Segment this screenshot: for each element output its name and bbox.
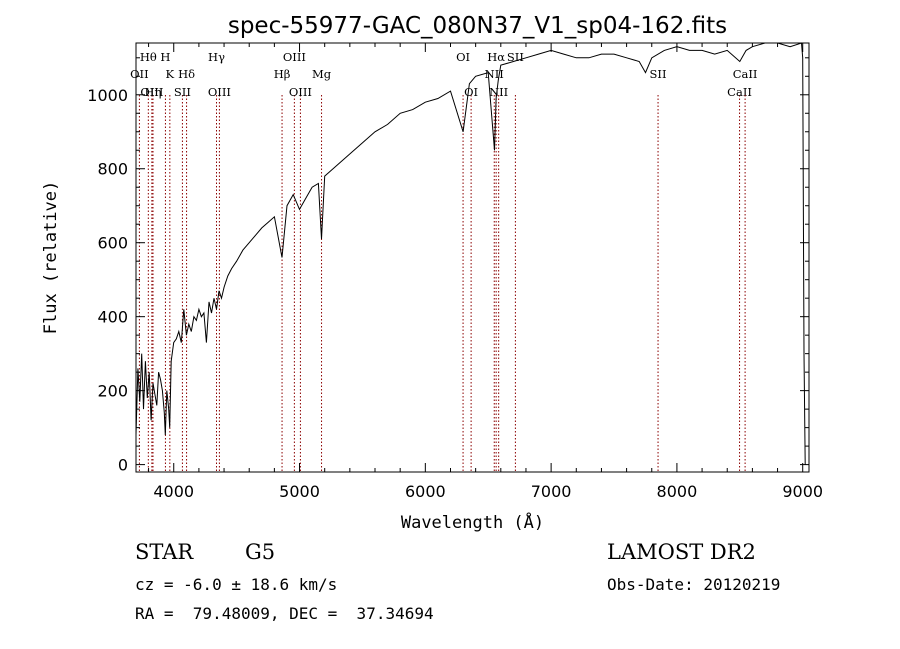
y-tick-label: 800	[97, 160, 128, 179]
line-marker-label: OII	[130, 67, 149, 81]
line-marker-label: OIII	[140, 85, 163, 99]
line-marker-label: OIII	[289, 85, 312, 99]
line-marker-label: H	[160, 50, 170, 64]
line-marker-label: Hδ	[178, 67, 195, 81]
x-tick-label: 4000	[153, 482, 194, 501]
line-marker-label: OI	[464, 85, 478, 99]
survey-label: LAMOST DR2	[607, 540, 756, 564]
line-marker-label: NII	[489, 85, 508, 99]
x-tick-label: 7000	[531, 482, 572, 501]
line-marker-label: SII	[174, 85, 191, 99]
x-tick-label: 5000	[279, 482, 320, 501]
line-marker-label: K	[166, 67, 175, 81]
x-axis-ticks: 4000 5000 6000 7000 8000 9000	[148, 43, 823, 501]
spectrum-line	[135, 42, 806, 465]
y-tick-label: 200	[97, 382, 128, 401]
line-marker-label: CaII	[733, 67, 758, 81]
y-tick-label: 0	[118, 456, 128, 475]
star-class-label: STAR	[135, 540, 194, 564]
spectral-line-markers: OIIHθOIIIHηHKSIIHδHγOIIIHβOIIIOIIIMgOIOI…	[130, 50, 757, 472]
y-tick-label: 600	[97, 234, 128, 253]
line-marker-label: Hθ	[140, 50, 157, 64]
y-axis-ticks: 0 200 400 600 800 1000	[87, 57, 809, 475]
line-marker-label: OIII	[208, 85, 231, 99]
redshift-text: cz = -6.0 ± 18.6 km/s	[135, 575, 338, 594]
line-marker-label: NII	[485, 67, 504, 81]
line-marker-label: OI	[456, 50, 470, 64]
x-tick-label: 8000	[657, 482, 698, 501]
line-marker-label: CaII	[727, 85, 752, 99]
obs-date-text: Obs-Date: 20120219	[607, 575, 781, 594]
plot-frame	[135, 42, 810, 473]
chart-title: spec-55977-GAC_080N37_V1_sp04-162.fits	[228, 13, 727, 39]
line-marker-label: Mg	[312, 67, 332, 81]
x-tick-label: 6000	[405, 482, 446, 501]
line-marker-label: SII	[650, 67, 667, 81]
line-marker-label: OIII	[283, 50, 306, 64]
ra-dec-text: RA = 79.48009, DEC = 37.34694	[135, 604, 434, 623]
x-axis-label: Wavelength (Å)	[401, 511, 544, 533]
line-marker-label: Hη	[145, 85, 162, 99]
y-tick-label: 1000	[87, 86, 128, 105]
line-marker-label: Hα	[487, 50, 505, 64]
y-axis-label: Flux (relative)	[41, 181, 61, 335]
spectral-subclass: G5	[245, 540, 276, 564]
line-marker-label: Hγ	[208, 50, 225, 64]
y-tick-label: 400	[97, 308, 128, 327]
line-marker-label: SII	[507, 50, 524, 64]
line-marker-label: Hβ	[274, 67, 291, 81]
x-tick-label: 9000	[782, 482, 823, 501]
spectrum-series	[135, 42, 806, 465]
